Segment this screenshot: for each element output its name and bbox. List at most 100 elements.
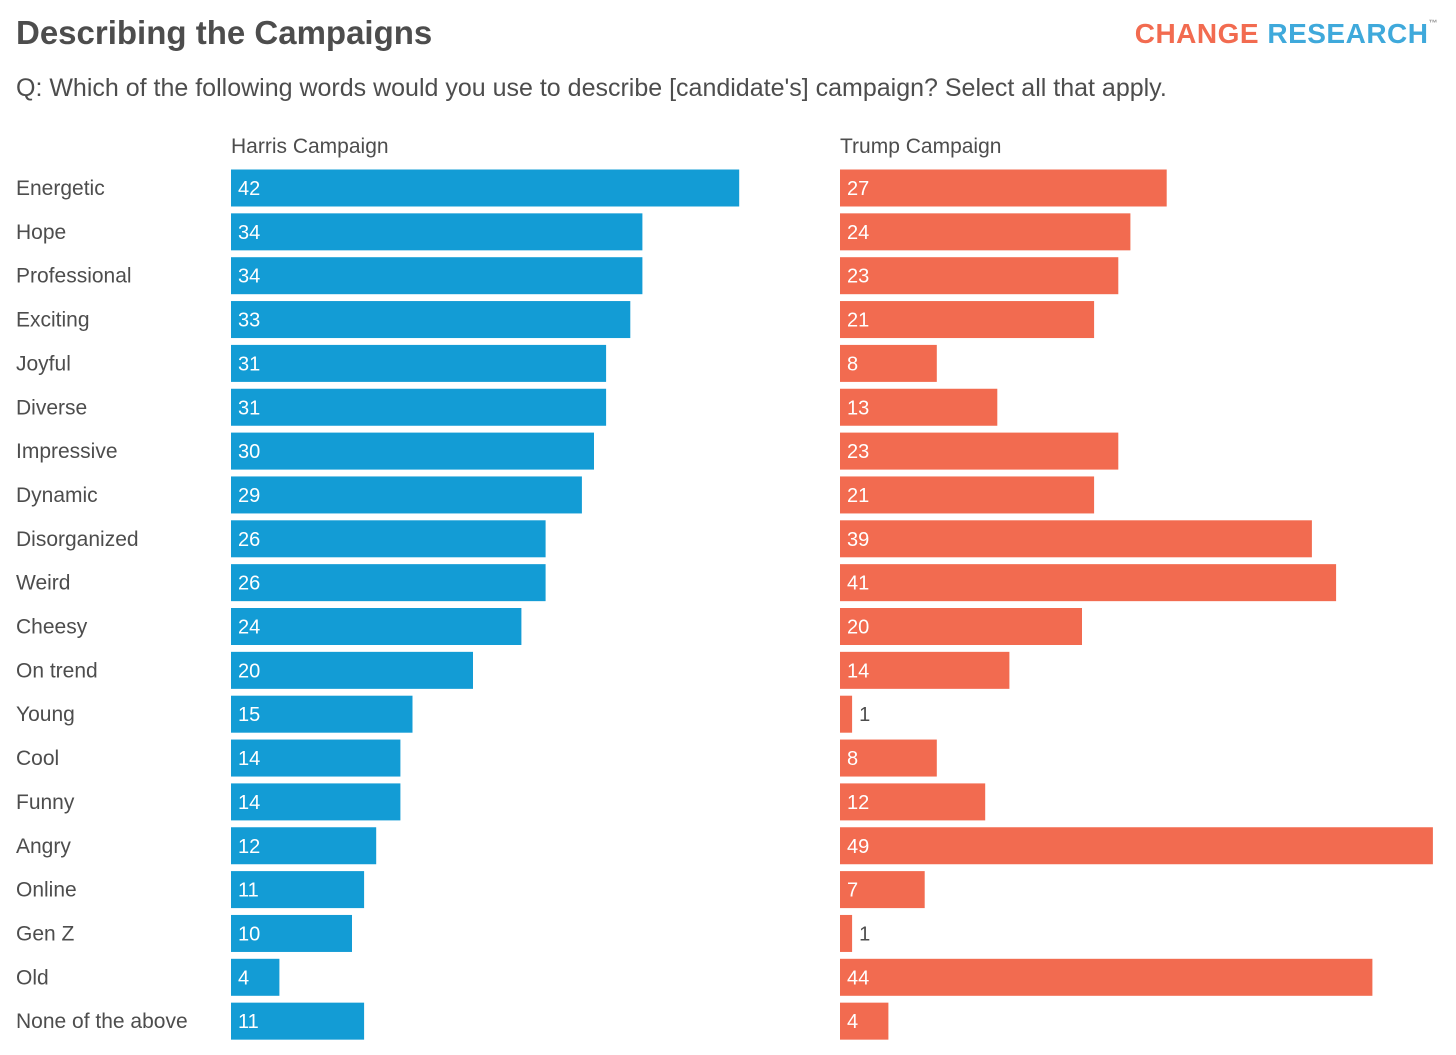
value-label-trump: 1 bbox=[859, 923, 870, 945]
bar-harris bbox=[231, 301, 631, 339]
category-label: Impressive bbox=[16, 440, 118, 463]
bar-trump bbox=[840, 476, 1095, 514]
bar-harris bbox=[231, 739, 401, 777]
category-label: Diverse bbox=[16, 396, 87, 419]
value-label-harris: 24 bbox=[238, 617, 260, 639]
value-label-trump: 23 bbox=[847, 266, 869, 288]
bar-harris bbox=[231, 257, 643, 295]
value-label-harris: 15 bbox=[238, 704, 260, 726]
value-label-harris: 10 bbox=[238, 923, 260, 945]
value-label-trump: 7 bbox=[847, 880, 858, 902]
bar-trump bbox=[840, 914, 853, 952]
bar-harris bbox=[231, 432, 594, 470]
bar-trump bbox=[840, 344, 937, 382]
bar-harris bbox=[231, 608, 522, 645]
bar-trump bbox=[840, 958, 1373, 996]
bar-harris bbox=[231, 1002, 365, 1040]
bar-trump bbox=[840, 169, 1167, 207]
value-label-trump: 24 bbox=[847, 222, 869, 244]
bar-trump bbox=[840, 257, 1119, 295]
category-label: Joyful bbox=[16, 352, 71, 375]
value-label-harris: 33 bbox=[238, 310, 260, 332]
bar-trump bbox=[840, 432, 1119, 470]
bar-trump bbox=[840, 783, 986, 821]
value-label-trump: 8 bbox=[847, 748, 858, 770]
category-label: Energetic bbox=[16, 177, 105, 200]
value-label-harris: 31 bbox=[238, 353, 260, 375]
bar-trump bbox=[840, 564, 1337, 602]
value-label-harris: 31 bbox=[238, 397, 260, 419]
bar-harris bbox=[231, 169, 740, 207]
value-label-harris: 11 bbox=[238, 880, 259, 902]
bar-trump bbox=[840, 608, 1082, 645]
bar-harris bbox=[231, 476, 582, 514]
value-label-harris: 26 bbox=[238, 573, 260, 595]
logo-word-research: RESEARCH bbox=[1267, 18, 1429, 49]
bar-harris bbox=[231, 388, 607, 426]
value-label-harris: 20 bbox=[238, 660, 260, 682]
category-label: Angry bbox=[16, 835, 71, 858]
category-label: Funny bbox=[16, 791, 75, 814]
bar-trump bbox=[840, 871, 925, 909]
value-label-trump: 27 bbox=[847, 178, 869, 200]
value-label-trump: 44 bbox=[847, 967, 869, 989]
value-label-trump: 4 bbox=[847, 1011, 858, 1033]
category-label: Weird bbox=[16, 572, 70, 595]
value-label-harris: 14 bbox=[238, 792, 260, 814]
value-label-trump: 21 bbox=[847, 310, 869, 332]
value-label-trump: 1 bbox=[859, 704, 870, 726]
chart-subtitle: Q: Which of the following words would yo… bbox=[16, 74, 1167, 102]
value-label-trump: 39 bbox=[847, 529, 869, 551]
logo-word-change: CHANGE bbox=[1134, 18, 1260, 49]
value-label-trump: 20 bbox=[847, 617, 869, 639]
change-research-logo: CHANGE RESEARCH™ bbox=[1135, 18, 1438, 50]
category-label: On trend bbox=[16, 659, 98, 682]
bar-trump bbox=[840, 388, 998, 426]
value-label-trump: 21 bbox=[847, 485, 869, 507]
bar-harris bbox=[231, 651, 473, 689]
series-header-0: Harris Campaign bbox=[231, 135, 389, 158]
value-label-harris: 12 bbox=[238, 836, 260, 858]
bar-harris bbox=[231, 914, 352, 952]
bar-trump bbox=[840, 1002, 889, 1040]
category-label: Professional bbox=[16, 265, 132, 288]
category-label: Young bbox=[16, 703, 75, 726]
bar-harris bbox=[231, 564, 546, 602]
value-label-harris: 11 bbox=[238, 1011, 259, 1033]
category-label: Online bbox=[16, 879, 77, 902]
category-label: None of the above bbox=[16, 1010, 188, 1033]
category-label: Cheesy bbox=[16, 616, 88, 639]
bar-trump bbox=[840, 695, 853, 733]
bar-harris bbox=[231, 695, 413, 733]
value-label-trump: 23 bbox=[847, 441, 869, 463]
bar-trump bbox=[840, 301, 1095, 339]
category-label: Dynamic bbox=[16, 484, 98, 507]
series-header-1: Trump Campaign bbox=[840, 135, 1001, 158]
chart-title: Describing the Campaigns bbox=[16, 14, 433, 51]
category-label: Exciting bbox=[16, 309, 90, 332]
category-label: Gen Z bbox=[16, 922, 75, 945]
bar-trump bbox=[840, 213, 1131, 251]
bar-harris bbox=[231, 520, 546, 558]
value-label-harris: 42 bbox=[238, 178, 260, 200]
category-label: Old bbox=[16, 966, 49, 989]
value-label-harris: 26 bbox=[238, 529, 260, 551]
bar-trump bbox=[840, 651, 1010, 689]
value-label-trump: 14 bbox=[847, 660, 869, 682]
bar-trump bbox=[840, 739, 937, 777]
value-label-trump: 41 bbox=[847, 573, 869, 595]
value-label-harris: 34 bbox=[238, 266, 260, 288]
value-label-trump: 8 bbox=[847, 353, 858, 375]
bar-harris bbox=[231, 958, 280, 996]
bar-harris bbox=[231, 783, 401, 821]
bar-trump bbox=[840, 827, 1433, 865]
value-label-harris: 4 bbox=[238, 967, 249, 989]
value-label-harris: 34 bbox=[238, 222, 260, 244]
value-label-harris: 30 bbox=[238, 441, 260, 463]
value-label-harris: 29 bbox=[238, 485, 260, 507]
bar-harris bbox=[231, 213, 643, 251]
category-label: Cool bbox=[16, 747, 59, 770]
value-label-harris: 14 bbox=[238, 748, 260, 770]
